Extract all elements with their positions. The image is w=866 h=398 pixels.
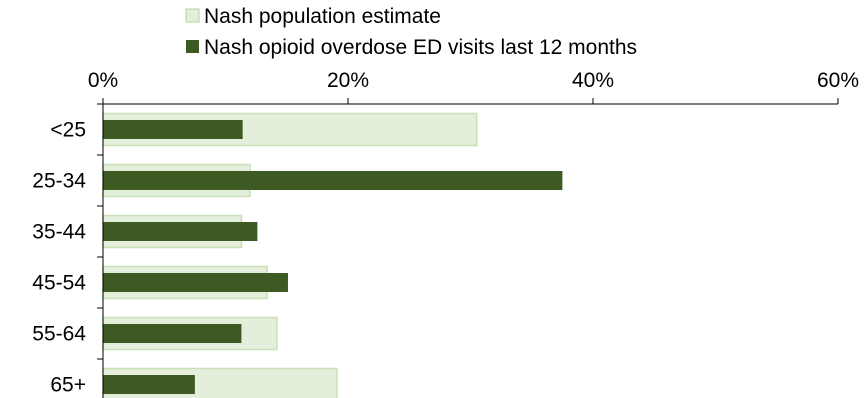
legend: Nash population estimate Nash opioid ove… <box>185 5 637 59</box>
y-axis: <25 25-34 35-44 45-54 55-64 65+ <box>32 103 104 398</box>
y-category-label: 55-64 <box>32 323 86 346</box>
y-category-label: 65+ <box>50 374 86 397</box>
bar-ed-visits <box>103 222 258 241</box>
y-category-label: <25 <box>50 119 86 142</box>
x-tick-label: 0% <box>88 69 118 92</box>
x-tick-label: 20% <box>327 69 369 92</box>
bar-ed-visits <box>103 324 242 343</box>
legend-swatch-visits <box>186 40 199 53</box>
legend-label-visits: Nash opioid overdose ED visits last 12 m… <box>204 36 637 59</box>
y-category-label: 35-44 <box>32 221 86 244</box>
x-tick-label: 40% <box>572 69 614 92</box>
bar-ed-visits <box>103 273 288 292</box>
x-axis: 0% 20% 40% 60% <box>88 69 859 105</box>
legend-label-population: Nash population estimate <box>204 5 441 28</box>
bar-ed-visits <box>103 171 563 190</box>
bar-ed-visits <box>103 120 243 139</box>
bar-ed-visits <box>103 375 195 394</box>
legend-swatch-population <box>185 8 200 23</box>
x-tick-label: 60% <box>817 69 859 92</box>
bars <box>102 104 563 398</box>
y-category-label: 25-34 <box>32 170 86 193</box>
y-category-label: 45-54 <box>32 272 86 295</box>
